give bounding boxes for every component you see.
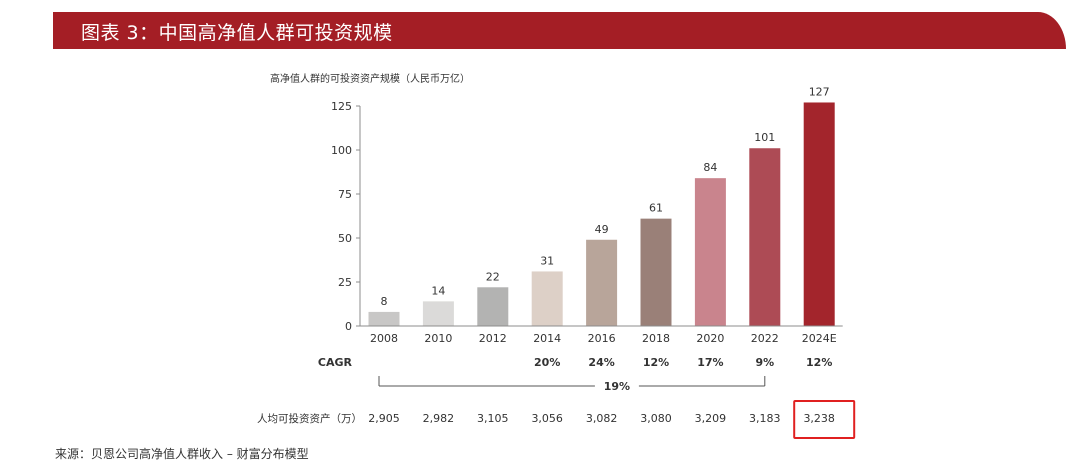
data-label: 14	[431, 284, 445, 297]
per-capita-value: 3,105	[477, 412, 509, 425]
y-axis: 0 25 50 75 100 125	[331, 100, 361, 333]
per-capita-value: 3,080	[640, 412, 672, 425]
x-tick-label: 2020	[696, 332, 724, 345]
section-title: 图表 3：中国高净值人群可投资规模	[81, 22, 393, 44]
bar	[368, 311, 400, 326]
per-capita-value: 3,082	[586, 412, 618, 425]
cagr-value: 12%	[643, 356, 669, 369]
data-label: 61	[649, 202, 663, 215]
y-tick-label: 125	[331, 100, 352, 113]
y-tick-label: 75	[338, 188, 352, 201]
per-capita-value: 3,183	[749, 412, 781, 425]
x-tick-label: 2008	[370, 332, 398, 345]
cagr-label: CAGR	[318, 356, 353, 369]
section-header: 图表 3：中国高净值人群可投资规模	[53, 12, 1066, 49]
data-label: 84	[703, 161, 717, 174]
bar	[586, 239, 618, 326]
cagr-value: 9%	[755, 356, 774, 369]
bars: 8 14 22 31 49 61 84 101 127	[368, 85, 835, 326]
cagr-row: CAGR 20% 24% 12% 17% 9% 12% 19%	[318, 356, 832, 393]
x-tick-label: 2024E	[802, 332, 837, 345]
bar	[422, 301, 454, 326]
bar-chart: 高净值人群的可投资资产规模（人民币万亿） 0 25 50 75 100 125 8 14 22…	[257, 72, 856, 439]
y-tick-label: 25	[338, 276, 352, 289]
x-tick-label: 2018	[642, 332, 670, 345]
x-axis: 2008 2010 2012 2014 2016 2018 2020 2022 2024E	[360, 325, 843, 345]
data-label: 127	[809, 85, 830, 98]
per-capita-value: 3,238	[803, 412, 835, 425]
chart-title: 高净值人群的可投资资产规模（人民币万亿）	[270, 72, 470, 85]
source-note: 来源：贝恩公司高净值人群收入 – 财富分布模型	[55, 447, 309, 461]
x-tick-label: 2010	[424, 332, 452, 345]
bar	[531, 271, 563, 326]
cagr-value: 17%	[697, 356, 723, 369]
per-capita-value: 2,905	[368, 412, 400, 425]
data-label: 31	[540, 254, 554, 267]
x-tick-label: 2022	[751, 332, 779, 345]
x-tick-label: 2014	[533, 332, 561, 345]
highlight-box	[793, 400, 856, 439]
x-tick-label: 2012	[479, 332, 507, 345]
bar	[477, 287, 509, 326]
data-label: 8	[381, 295, 388, 308]
cagr-value: 20%	[534, 356, 560, 369]
bar	[803, 102, 835, 326]
per-capita-label: 人均可投资资产（万）	[257, 412, 362, 425]
cagr-value: 12%	[806, 356, 832, 369]
data-label: 49	[595, 223, 609, 236]
data-label: 101	[754, 131, 775, 144]
cagr-value: 24%	[588, 356, 614, 369]
cagr-overall: 19%	[604, 380, 630, 393]
per-capita-row: 人均可投资资产（万） 2,905 2,982 3,105 3,056 3,082 3,080…	[257, 400, 856, 439]
y-tick-label: 0	[345, 320, 352, 333]
x-tick-label: 2016	[588, 332, 616, 345]
y-tick-label: 50	[338, 232, 352, 245]
bar	[694, 178, 726, 326]
bar	[640, 218, 672, 326]
data-label: 22	[486, 270, 500, 283]
bar	[749, 148, 781, 326]
per-capita-value: 3,056	[531, 412, 563, 425]
y-tick-label: 100	[331, 144, 352, 157]
per-capita-value: 3,209	[695, 412, 727, 425]
per-capita-value: 2,982	[423, 412, 455, 425]
